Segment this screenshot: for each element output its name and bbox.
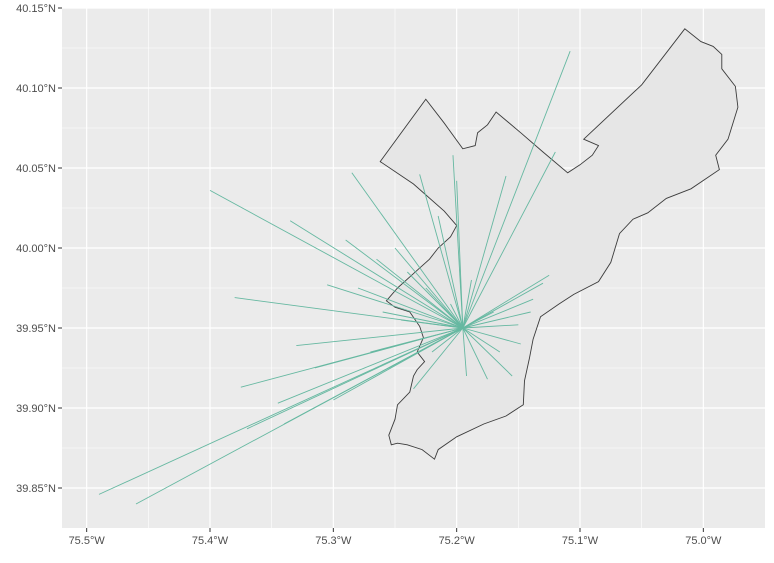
y-tick-label: 40.10°N	[16, 83, 56, 95]
x-tick-label: 75.3°W	[315, 535, 352, 547]
flow-line	[462, 327, 467, 377]
flow-line	[388, 327, 464, 369]
flow-line	[382, 311, 463, 329]
axes: 75.5°W 75.4°W 75.3°W 75.2°W 75.1°W 75.0°W 39.8…	[16, 3, 722, 547]
flow-line	[327, 284, 463, 329]
x-tick-label: 75.2°W	[439, 535, 476, 547]
flow-line	[351, 172, 464, 329]
flow-line	[209, 190, 464, 329]
flow-line	[246, 327, 464, 430]
y-tick-label: 39.95°N	[16, 323, 56, 335]
x-tick-label: 75.1°W	[562, 535, 599, 547]
flow-line	[462, 274, 550, 329]
flow-line	[431, 327, 464, 353]
flow-line	[357, 287, 463, 329]
flow-line	[462, 327, 521, 345]
flow-lines	[98, 51, 571, 505]
flow-line	[462, 151, 556, 329]
x-tick-label: 75.0°W	[685, 535, 722, 547]
flow-line	[289, 220, 464, 329]
flow-line	[462, 327, 513, 377]
flow-line	[462, 327, 488, 380]
flow-line	[462, 279, 472, 329]
flow-line	[419, 174, 464, 329]
y-tick-label: 39.90°N	[16, 403, 56, 415]
flow-line	[296, 327, 463, 347]
y-tick-label: 40.15°N	[16, 3, 56, 15]
flow-line	[394, 247, 464, 329]
flow-line	[462, 327, 501, 353]
flow-line	[401, 319, 463, 329]
flow-line	[437, 215, 464, 329]
flow-line	[462, 51, 571, 329]
y-tick-label: 40.00°N	[16, 243, 56, 255]
flow-line	[425, 287, 464, 329]
flow-line	[98, 327, 464, 495]
flow-line	[277, 327, 464, 404]
flow-line	[456, 180, 464, 329]
x-tick-label: 75.5°W	[69, 535, 106, 547]
y-tick-label: 40.05°N	[16, 163, 56, 175]
flow-line	[462, 298, 534, 329]
flow-line	[376, 258, 464, 329]
flow-line	[370, 327, 463, 353]
x-tick-label: 75.4°W	[192, 535, 229, 547]
flow-line	[462, 282, 544, 329]
flow-line	[450, 303, 464, 329]
flow-line	[345, 239, 464, 329]
flow-line	[407, 271, 464, 329]
flow-line	[462, 175, 507, 329]
y-tick-label: 39.85°N	[16, 483, 56, 495]
flow-line	[462, 324, 519, 329]
flow-line	[462, 311, 531, 329]
flow-line	[413, 327, 464, 390]
